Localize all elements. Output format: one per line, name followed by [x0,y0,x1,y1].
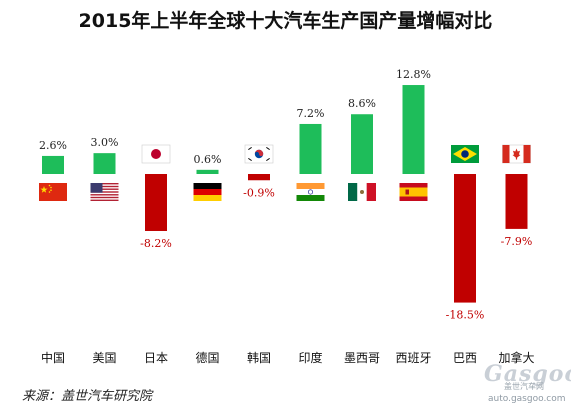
bar-5 [248,174,270,181]
watermark-logo: Gasgoo 盖世汽车网 auto.gasgoo.com [474,361,571,409]
bar-1 [42,155,64,174]
mexico-flag-icon [348,183,376,201]
category-label-7: 墨西哥 [344,351,380,365]
watermark-brand: Gasgoo [484,361,571,387]
canada-flag-icon [502,144,531,164]
value-label-1: 2.6% [39,139,67,152]
usa-flag-icon [90,183,119,201]
value-label-2: 3.0% [91,136,119,149]
bar-10 [505,174,528,229]
value-label-8: 12.8% [396,68,431,81]
japan-flag-icon [141,144,171,164]
value-label-9: -18.5% [446,309,485,322]
china-flag-icon [39,183,67,201]
value-label-5: -0.9% [243,186,275,199]
bar-8 [402,85,425,174]
category-label-1: 中国 [41,350,65,365]
brazil-flag-icon [451,145,479,163]
bar-9 [454,174,476,303]
bar-2 [93,153,116,174]
value-label-7: 8.6% [348,97,376,110]
value-label-6: 7.2% [297,107,325,120]
value-label-3: -8.2% [140,237,172,250]
spain-flag-icon [399,183,428,201]
germany-flag-icon [193,183,222,201]
bar-6 [299,123,322,174]
bar-7 [351,114,373,174]
bars-layer: 2.6% 中国 3.0% 美国 -8.2% 日本 0.6% 德国 -0.9% 韩国 7.2% 印度 8.… [39,68,535,365]
category-label-6: 印度 [298,350,322,365]
category-label-8: 西班牙 [395,351,431,365]
category-label-2: 美国 [92,351,116,365]
watermark-url: auto.gasgoo.com [488,394,566,404]
category-label-10: 加拿大 [498,350,534,365]
bar-4 [196,169,219,174]
category-label-5: 韩国 [247,350,271,365]
bar-3 [145,174,167,231]
source-note: 来源：盖世汽车研究院 [22,389,153,404]
category-label-9: 巴西 [453,351,477,365]
south-korea-flag-icon [244,144,274,164]
value-label-10: -7.9% [501,235,533,248]
category-label-3: 日本 [144,351,168,365]
category-label-4: 德国 [195,350,219,365]
chart-title: 2015年上半年全球十大汽车生产国产量增幅对比 [78,10,493,32]
india-flag-icon [296,182,325,202]
value-label-4: 0.6% [194,153,222,166]
watermark-cn: 盖世汽车网 [504,382,544,391]
